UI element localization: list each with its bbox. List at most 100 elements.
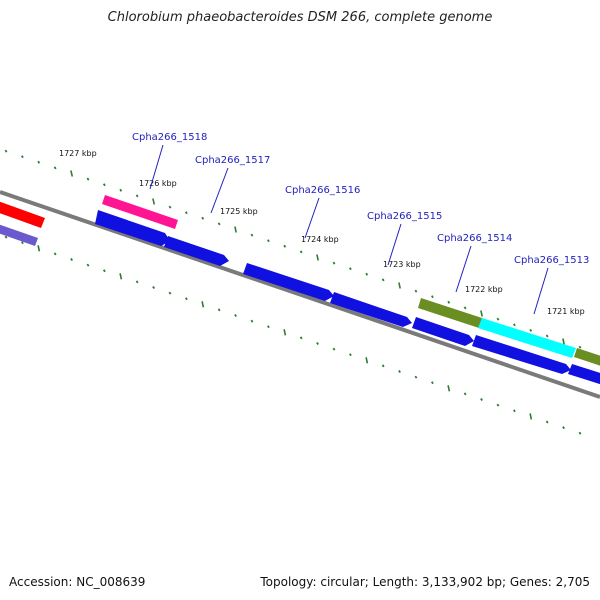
tick-minor [431, 381, 434, 385]
tick-minor [234, 314, 237, 317]
gene-label[interactable]: Cpha266_1513 [514, 255, 589, 266]
gene-label-group-1518[interactable]: Cpha266_1518 [132, 132, 207, 190]
tick-minor [37, 160, 41, 164]
tick-minor [414, 375, 418, 379]
tick-minor [349, 267, 352, 271]
tick-label-1725: 1725 kbp [220, 207, 258, 216]
gene-feature-blue-7[interactable] [568, 364, 600, 386]
tick-minor [480, 398, 483, 401]
tick-minor [250, 319, 254, 323]
tick-major [201, 301, 205, 308]
gene-label[interactable]: Cpha266_1514 [437, 233, 512, 244]
gene-feature-olive-2[interactable] [574, 348, 600, 368]
gene-feature-pink[interactable] [102, 195, 178, 229]
gene-feature-olive-1[interactable] [418, 298, 482, 328]
tick-minor [102, 269, 106, 273]
tick-major [316, 254, 319, 261]
tick-minor [217, 222, 221, 226]
tick-minor [135, 280, 139, 284]
tick-major [365, 357, 369, 364]
tick-minor [513, 409, 516, 413]
tick-minor [267, 239, 270, 243]
tick-major [480, 310, 483, 317]
tick-minor [21, 241, 24, 245]
tick-minor [250, 233, 254, 237]
tick-minor [217, 308, 221, 312]
tick-major [37, 245, 41, 252]
gene-label-group-1515[interactable]: Cpha266_1515 [367, 211, 442, 266]
tick-major [70, 170, 74, 177]
tick-minor [168, 205, 172, 209]
gene-label[interactable]: Cpha266_1515 [367, 211, 442, 222]
tick-minor [21, 155, 24, 159]
gene-label[interactable]: Cpha266_1516 [285, 185, 360, 196]
tick-minor [201, 216, 205, 220]
tick-major [152, 198, 156, 205]
map-title: Chlorobium phaeobacteroides DSM 266, com… [107, 10, 493, 25]
tick-marks-outer [4, 149, 582, 349]
tick-major [283, 329, 287, 336]
gene-feature-blue-1[interactable] [95, 210, 170, 246]
gene-feature-blue-3[interactable] [243, 263, 334, 301]
tick-minor [119, 188, 123, 192]
gene-feature-blue-5[interactable] [412, 317, 474, 346]
tick-minor [86, 263, 90, 267]
tick-minor [53, 252, 57, 256]
gene-label-group-1513[interactable]: Cpha266_1513 [514, 255, 589, 315]
genome-summary-text: Topology: circular; Length: 3,133,902 bp… [260, 575, 590, 589]
tick-minor [447, 300, 451, 304]
tick-minor [398, 370, 401, 373]
genome-backbone [0, 190, 600, 399]
tick-label-1724: 1724 kbp [301, 235, 339, 244]
gene-feature-red[interactable] [0, 200, 45, 228]
gene-feature-slate[interactable] [0, 223, 38, 246]
tick-minor [332, 347, 336, 351]
tick-minor [562, 426, 565, 430]
tick-minor [102, 183, 106, 187]
tick-minor [283, 244, 287, 248]
tick-minor [332, 261, 336, 265]
tick-major [447, 385, 451, 392]
tick-major [119, 273, 123, 280]
tick-minor [168, 291, 172, 295]
tick-minor [529, 328, 533, 332]
tick-minor [267, 325, 270, 329]
tick-marks-inner [4, 235, 582, 435]
tick-minor [496, 403, 500, 407]
tick-label-1721: 1721 kbp [547, 307, 585, 316]
gene-label[interactable]: Cpha266_1518 [132, 132, 207, 143]
tick-minor [299, 250, 303, 254]
tick-minor [545, 420, 549, 424]
tick-minor [299, 336, 303, 340]
tick-minor [513, 323, 516, 327]
gene-feature-blue-2[interactable] [164, 236, 229, 266]
gene-label-group-1514[interactable]: Cpha266_1514 [437, 233, 512, 293]
gene-label-group-1516[interactable]: Cpha266_1516 [285, 185, 360, 239]
tick-minor [152, 285, 156, 290]
gene-feature-blue-4[interactable] [330, 292, 412, 327]
tick-label-1723: 1723 kbp [383, 260, 421, 269]
gene-label[interactable]: Cpha266_1517 [195, 155, 270, 166]
gene-feature-blue-6[interactable] [472, 335, 571, 374]
tick-major [529, 413, 533, 420]
tick-minor [578, 431, 582, 435]
tick-minor [463, 392, 467, 396]
tick-minor [86, 177, 90, 181]
tick-minor [431, 295, 434, 299]
tick-minor [349, 353, 352, 357]
tick-minor [70, 257, 74, 262]
tick-minor [496, 317, 500, 321]
gene-feature-cyan[interactable] [478, 318, 576, 358]
gene-label-group-1517[interactable]: Cpha266_1517 [195, 155, 270, 214]
tick-minor [545, 334, 549, 338]
tick-minor [578, 345, 582, 349]
tick-minor [463, 306, 467, 310]
tick-major [562, 338, 565, 345]
tick-label-1726: 1726 kbp [139, 179, 177, 188]
tick-minor [4, 149, 8, 153]
accession-text: Accession: NC_008639 [9, 575, 146, 589]
tick-label-1727: 1727 kbp [59, 149, 97, 158]
tick-minor [53, 166, 57, 170]
